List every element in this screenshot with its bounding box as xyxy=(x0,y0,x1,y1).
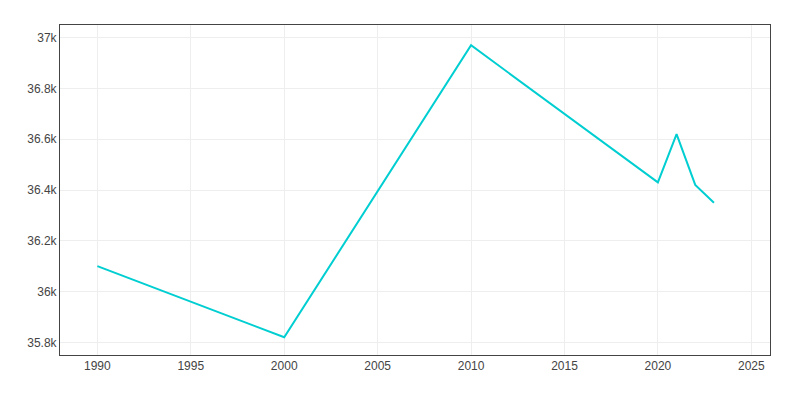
svg-text:2010: 2010 xyxy=(458,359,485,373)
svg-text:36.4k: 36.4k xyxy=(27,183,57,197)
svg-text:1995: 1995 xyxy=(177,359,204,373)
svg-text:2015: 2015 xyxy=(551,359,578,373)
svg-text:36.8k: 36.8k xyxy=(27,82,57,96)
svg-text:35.8k: 35.8k xyxy=(27,336,57,350)
svg-text:2020: 2020 xyxy=(645,359,672,373)
svg-text:2005: 2005 xyxy=(364,359,391,373)
svg-text:1990: 1990 xyxy=(84,359,111,373)
svg-text:36.2k: 36.2k xyxy=(27,234,57,248)
svg-text:37k: 37k xyxy=(37,31,57,45)
svg-text:36.6k: 36.6k xyxy=(27,132,57,146)
svg-text:36k: 36k xyxy=(37,285,57,299)
svg-text:2000: 2000 xyxy=(271,359,298,373)
svg-text:2025: 2025 xyxy=(738,359,765,373)
